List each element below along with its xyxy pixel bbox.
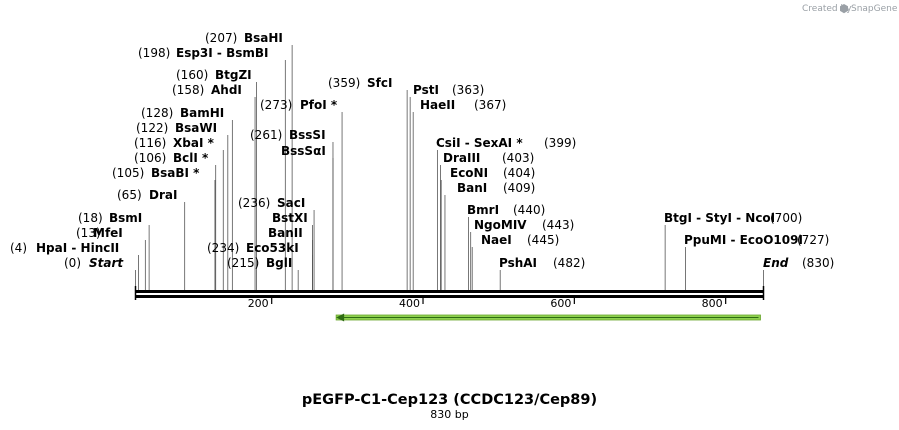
site-name-pshai[interactable]: PshAI [499, 256, 537, 270]
site-name-start[interactable]: Start [89, 256, 124, 270]
axis-tick-label-600: 600 [550, 297, 571, 310]
map-title: pEGFP-C1-Cep123 (CCDC123/Cep89) [302, 392, 597, 408]
site-position-draiii: (403) [502, 151, 534, 165]
site-position-start: (0) [64, 256, 81, 270]
site-position-esp3i-bsmbi: (198) [138, 46, 170, 60]
site-name-naei[interactable]: NaeI [481, 233, 512, 247]
site-name-ngomiv[interactable]: NgoMIV [474, 218, 527, 232]
site-position-naei: (445) [527, 233, 559, 247]
site-position-hpai-hincii: (4) [10, 241, 27, 255]
site-position-pfoi: (273) [260, 98, 292, 112]
site-name-bsss-i[interactable]: BssSαI [281, 144, 326, 158]
site-position-btgi-styi-ncoi: (700) [770, 211, 802, 225]
snapgene-logo-icon [840, 4, 848, 14]
site-name-btgzi[interactable]: BtgZI [215, 68, 252, 82]
site-position-bani: (409) [503, 181, 535, 195]
site-position-mfei: (13) [76, 226, 101, 240]
site-position-bsssi: (261) [250, 128, 282, 142]
site-position-ppumi-ecoo109i: (727) [797, 233, 829, 247]
site-name-bsawi[interactable]: BsaWI [175, 121, 217, 135]
site-position-bsmi: (18) [78, 211, 103, 225]
site-position-ahdi: (158) [172, 83, 204, 97]
site-name-eco53ki[interactable]: Eco53kI [246, 241, 299, 255]
sequence-backbone [134, 286, 765, 300]
site-position-bmri: (440) [513, 203, 545, 217]
site-name-bgli[interactable]: BglI [266, 256, 292, 270]
site-name-bsabi[interactable]: BsaBI * [151, 166, 200, 180]
site-position-pshai: (482) [553, 256, 585, 270]
axis-tick-label-200: 200 [248, 297, 269, 310]
site-name-bsssi[interactable]: BssSI [289, 128, 326, 142]
site-leader-lines [135, 45, 764, 290]
site-name-econi[interactable]: EcoNI [450, 166, 488, 180]
site-name-csii-sexai[interactable]: CsiI - SexAI * [436, 136, 523, 150]
site-name-bani[interactable]: BanI [457, 181, 487, 195]
site-position-sfci: (359) [328, 76, 360, 90]
site-position-psti: (363) [452, 83, 484, 97]
site-position-ngomiv: (443) [542, 218, 574, 232]
site-name-draiii[interactable]: DraIII [443, 151, 480, 165]
site-name-banii[interactable]: BanII [268, 226, 303, 240]
site-position-bsabi: (105) [112, 166, 144, 180]
site-position-csii-sexai: (399) [544, 136, 576, 150]
site-position-bamhi: (128) [141, 106, 173, 120]
site-name-bsahi[interactable]: BsaHI [244, 31, 283, 45]
site-name-bcli[interactable]: BclI * [173, 151, 209, 165]
site-name-drai[interactable]: DraI [149, 188, 177, 202]
site-position-drai: (65) [117, 188, 142, 202]
site-name-btgi-styi-ncoi[interactable]: BtgI - StyI - NcoI [664, 211, 775, 225]
site-name-mfei[interactable]: MfeI [93, 226, 123, 240]
site-name-pfoi[interactable]: PfoI * [300, 98, 338, 112]
map-length: 830 bp [430, 408, 468, 421]
site-position-econi: (404) [503, 166, 535, 180]
site-position-bsahi: (207) [205, 31, 237, 45]
axis-tick-label-400: 400 [399, 297, 420, 310]
site-name-saci[interactable]: SacI [277, 196, 305, 210]
site-position-btgzi: (160) [176, 68, 208, 82]
site-name-bstxi[interactable]: BstXI [272, 211, 308, 225]
site-name-hpai-hincii[interactable]: HpaI - HincII [36, 241, 119, 255]
site-name-xbai[interactable]: XbaI * [173, 136, 215, 150]
site-position-saci: (236) [238, 196, 270, 210]
site-name-ppumi-ecoo109i[interactable]: PpuMI - EcoO109I [684, 233, 803, 247]
site-name-esp3i-bsmbi[interactable]: Esp3I - BsmBI [176, 46, 268, 60]
site-name-end[interactable]: End [763, 256, 789, 270]
site-position-haeii: (367) [474, 98, 506, 112]
credit: Created by SnapGene [802, 4, 898, 14]
feature-arrow [335, 313, 761, 322]
site-name-ahdi[interactable]: AhdI [211, 83, 242, 97]
axis-tick-label-800: 800 [702, 297, 723, 310]
site-name-psti[interactable]: PstI [413, 83, 439, 97]
site-position-bcli: (106) [134, 151, 166, 165]
site-labels: (0) Start (4) HpaI - HincII(13)MfeI(18) BsmI… [10, 31, 834, 270]
credit-brand: SnapGene [851, 4, 898, 14]
site-position-eco53ki: (234) [207, 241, 239, 255]
credit-prefix: Created by [802, 4, 852, 14]
feature-arrowhead [336, 313, 345, 322]
site-name-haeii[interactable]: HaeII [420, 98, 455, 112]
site-position-xbai: (116) [134, 136, 166, 150]
site-name-bamhi[interactable]: BamHI [180, 106, 224, 120]
axis-ticks: 200 400 600 800 [248, 297, 727, 310]
site-name-bsmi[interactable]: BsmI [109, 211, 142, 225]
site-position-bgli: (215) [227, 256, 259, 270]
site-position-end: (830) [802, 256, 834, 270]
site-name-bmri[interactable]: BmrI [467, 203, 499, 217]
site-name-sfci[interactable]: SfcI [367, 76, 392, 90]
site-position-bsawi: (122) [136, 121, 168, 135]
